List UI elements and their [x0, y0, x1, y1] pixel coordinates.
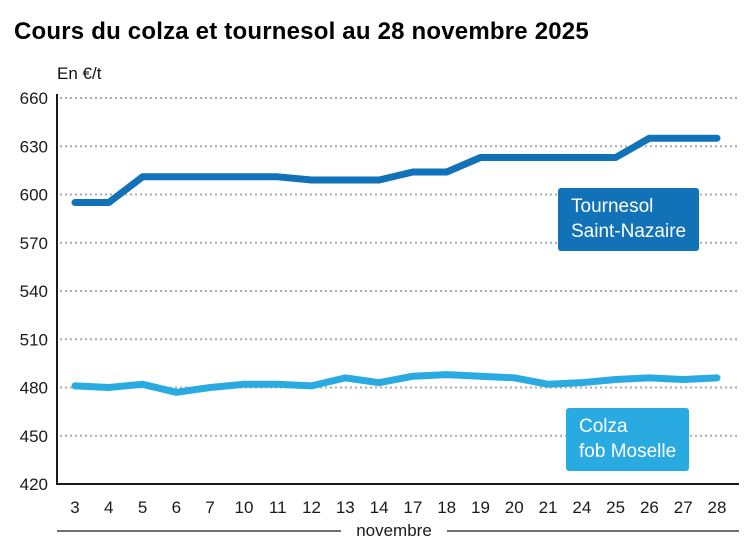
- chart-title: Cours du colza et tournesol au 28 novemb…: [14, 18, 589, 45]
- x-tick-label: 28: [708, 498, 727, 517]
- y-tick-label: 570: [20, 234, 48, 253]
- x-tick-label: 3: [70, 498, 79, 517]
- x-tick-label: 11: [269, 498, 287, 517]
- x-tick-label: 24: [572, 498, 591, 517]
- x-tick-label: 18: [437, 498, 456, 517]
- x-tick-label: 27: [674, 498, 693, 517]
- y-tick-label: 630: [20, 137, 48, 156]
- x-tick-label: 14: [370, 498, 389, 517]
- tournesol-series-label-line1: Tournesol: [571, 196, 654, 217]
- colza-series-label-line1: Colza: [579, 416, 628, 437]
- x-tick-label: 12: [302, 498, 321, 517]
- y-tick-label: 510: [20, 330, 48, 349]
- colza-series-label: Colza fob Moselle: [566, 408, 690, 472]
- x-tick-label: 5: [138, 498, 147, 517]
- x-tick-label: 4: [104, 498, 113, 517]
- x-tick-label: 19: [471, 498, 490, 517]
- x-tick-label: 25: [606, 498, 625, 517]
- x-tick-label: 20: [505, 498, 524, 517]
- tournesol-series-label: Tournesol Saint-Nazaire: [558, 188, 700, 252]
- colza-price-line: [71, 371, 721, 396]
- x-tick-label: 26: [640, 498, 659, 517]
- y-tick-label: 480: [20, 379, 48, 398]
- colza-series-label-line2: fob Moselle: [579, 441, 677, 463]
- x-tick-label: 7: [205, 498, 214, 517]
- y-tick-label: 660: [20, 89, 48, 108]
- y-tick-label: 450: [20, 427, 48, 446]
- y-axis-unit-label: En €/t: [57, 64, 102, 83]
- tournesol-price-line: [71, 134, 721, 207]
- x-tick-label: 17: [403, 498, 422, 517]
- y-tick-label: 540: [20, 282, 48, 301]
- x-axis-group-label: novembre: [356, 521, 432, 540]
- x-tick-label: 21: [539, 498, 558, 517]
- y-tick-label: 420: [20, 475, 48, 494]
- y-tick-label: 600: [20, 186, 48, 205]
- tournesol-series-label-line2: Saint-Nazaire: [571, 221, 687, 243]
- x-tick-label: 10: [234, 498, 253, 517]
- x-tick-label: 13: [336, 498, 355, 517]
- x-tick-label: 6: [172, 498, 181, 517]
